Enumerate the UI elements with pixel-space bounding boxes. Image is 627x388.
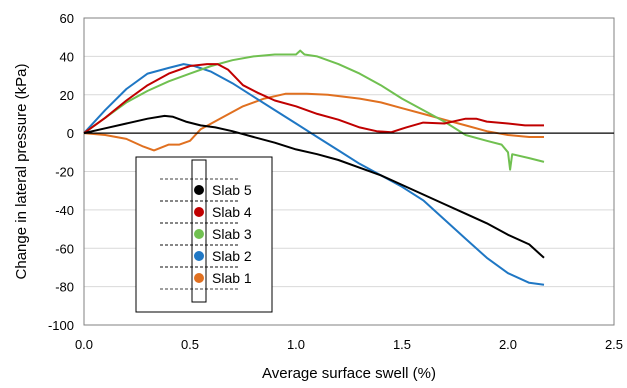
series-line-slab-1 <box>83 92 544 152</box>
x-tick-label: 1.0 <box>287 337 305 352</box>
x-tick-label: 2.5 <box>605 337 623 352</box>
y-tick-label: 0 <box>67 126 74 141</box>
y-tick-label: 20 <box>60 88 74 103</box>
legend-marker <box>194 273 204 283</box>
legend-label: Slab 5 <box>212 182 252 198</box>
series-line-slab-3 <box>83 49 545 171</box>
data-series <box>83 49 545 286</box>
series-line-slab-2 <box>83 63 545 286</box>
y-tick-label: 40 <box>60 49 74 64</box>
series-line-slab-5 <box>83 114 545 259</box>
x-tick-labels: 0.0 0.5 1.0 1.5 2.0 2.5 <box>75 337 623 352</box>
legend-marker <box>194 229 204 239</box>
y-tick-label: -20 <box>55 165 74 180</box>
legend-marker <box>194 251 204 261</box>
y-tick-label: -80 <box>55 280 74 295</box>
legend-label: Slab 1 <box>212 270 252 286</box>
x-axis-label: Average surface swell (%) <box>262 365 436 382</box>
x-tick-label: 2.0 <box>499 337 517 352</box>
legend: Slab 5 Slab 4 Slab 3 Slab 2 Slab 1 <box>135 156 273 313</box>
legend-marker <box>194 185 204 195</box>
legend-label: Slab 3 <box>212 226 252 242</box>
y-axis-label: Change in lateral pressure (kPa) <box>13 64 30 280</box>
y-tick-labels: 60 40 20 0 -20 -40 -60 -80 -100 <box>48 11 74 333</box>
x-tick-label: 0.0 <box>75 337 93 352</box>
plot-area-frame <box>83 17 615 326</box>
y-tick-label: -40 <box>55 203 74 218</box>
series-line-slab-4 <box>83 63 544 134</box>
x-tick-label: 0.5 <box>181 337 199 352</box>
legend-label: Slab 4 <box>212 204 252 220</box>
y-tick-label: -60 <box>55 241 74 256</box>
legend-marker <box>194 207 204 217</box>
x-tick-label: 1.5 <box>393 337 411 352</box>
y-tick-label: 60 <box>60 11 74 26</box>
legend-label: Slab 2 <box>212 248 252 264</box>
y-tick-label: -100 <box>48 318 74 333</box>
